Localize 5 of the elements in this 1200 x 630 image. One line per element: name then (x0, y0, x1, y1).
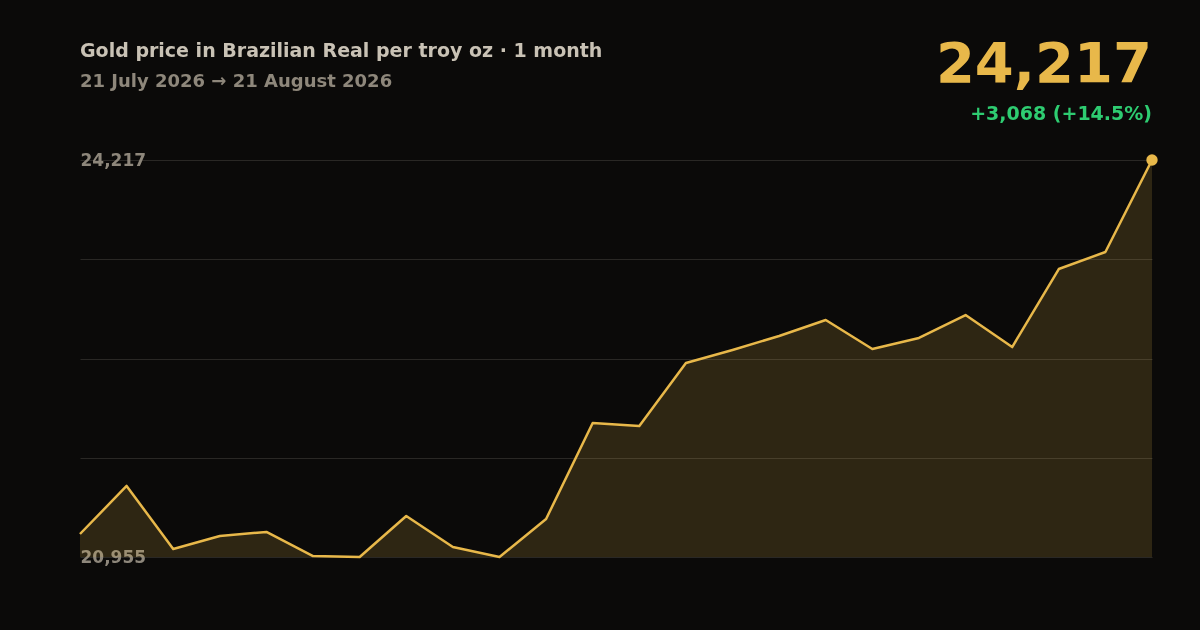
y-tick-label: 20,955 (80, 546, 147, 567)
text: +3,068 (+14.5%) (970, 102, 1152, 124)
chart-title: Gold price in Brazilian Real per troy oz · 1 month (80, 39, 603, 61)
text: 24,217 (935, 30, 1152, 95)
chart-subtitle: 21 July 2026 → 21 August 2026 (80, 70, 393, 91)
